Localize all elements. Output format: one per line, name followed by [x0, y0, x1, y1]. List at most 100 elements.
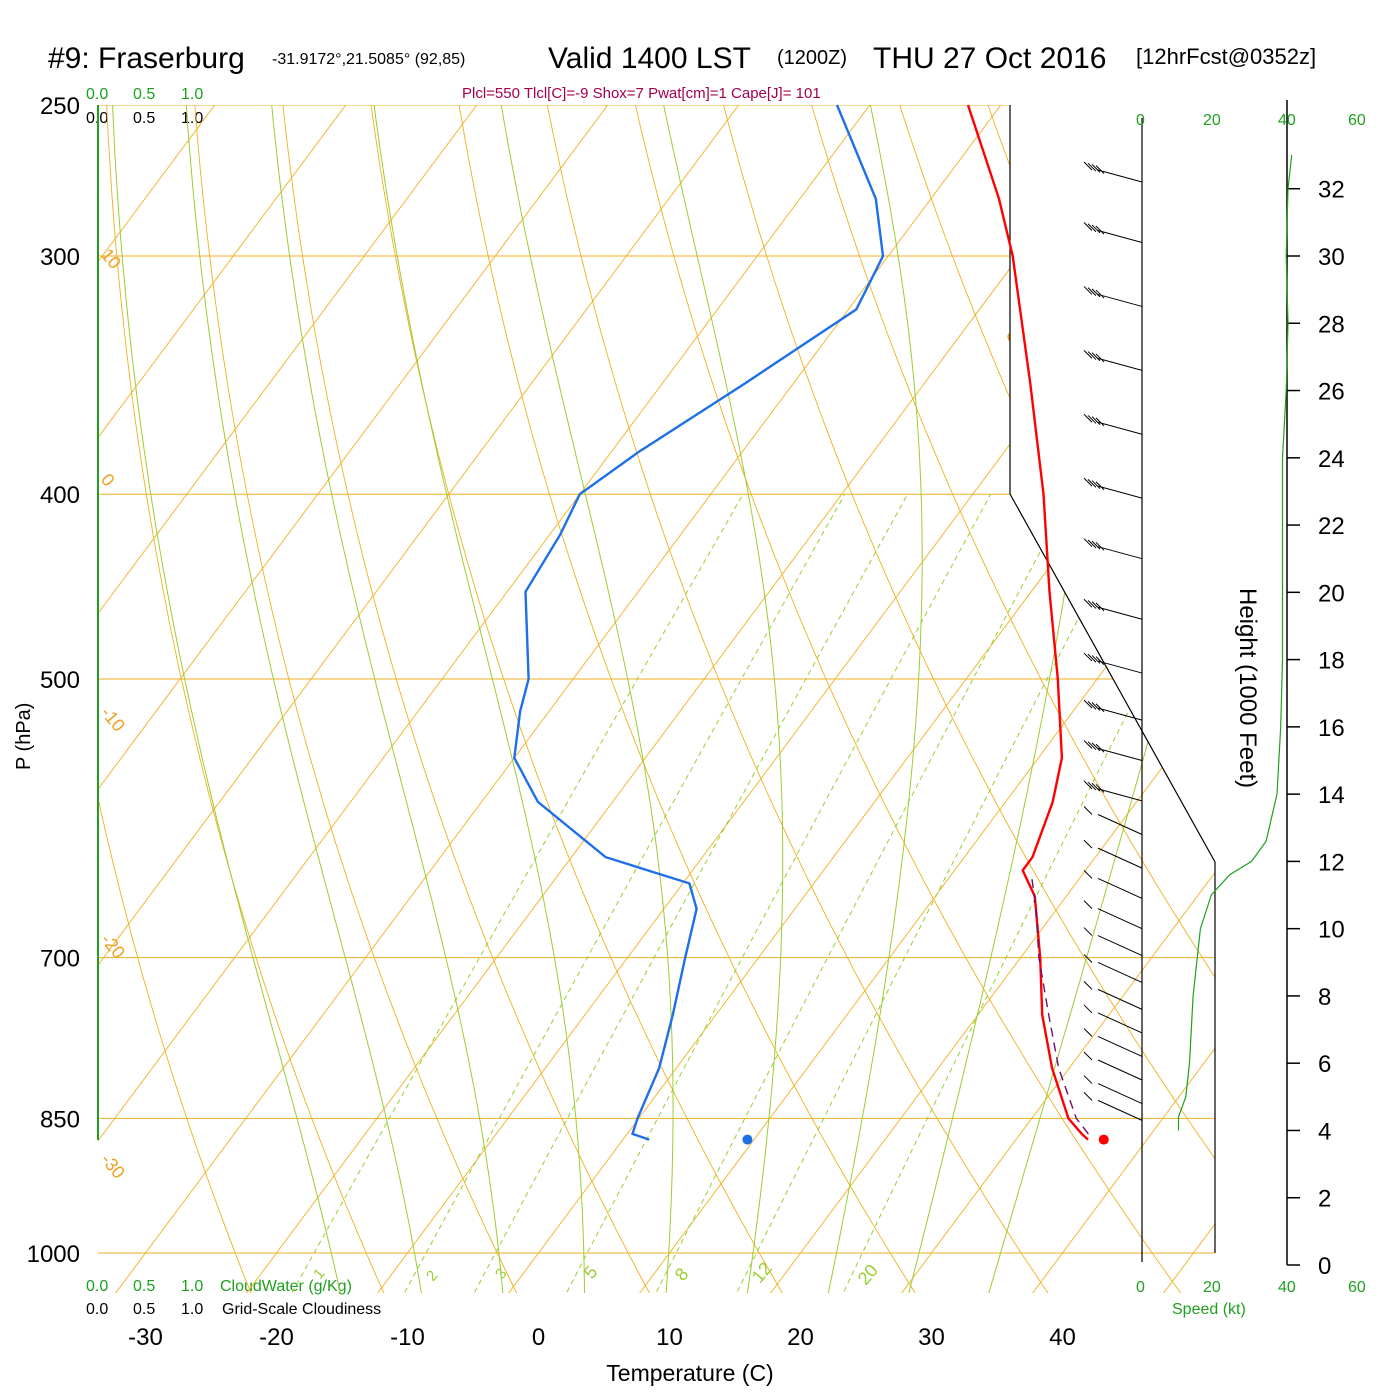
cloud-green-tick: 0.5	[133, 86, 155, 103]
cloud-scale-top: 0.0 0.5 1.0 0.0 0.5 1.0	[86, 86, 203, 127]
barb-staff	[1097, 847, 1143, 869]
pressure-tick-label: 1000	[27, 1241, 80, 1268]
dry-adiabat-line	[98, 105, 268, 1293]
barb-feather	[1087, 700, 1097, 710]
speed-tick: 60	[1348, 112, 1366, 129]
wind-barb	[1083, 839, 1143, 869]
speed-tick: 40	[1278, 112, 1296, 129]
barb-feather	[1083, 1028, 1093, 1037]
parcel-profile	[1030, 872, 1089, 1135]
cloud-black-tick: 0.5	[133, 110, 155, 127]
barb-staff	[1097, 814, 1143, 835]
barb-staff	[1097, 293, 1143, 307]
barb-staff	[1097, 546, 1143, 560]
height-tick-label: 16	[1318, 715, 1345, 742]
height-tick-label: 2	[1318, 1186, 1331, 1213]
barb-feather	[1091, 742, 1101, 752]
height-tick-label: 18	[1318, 648, 1345, 675]
barb-feather	[1095, 165, 1105, 174]
barb-feather	[1083, 699, 1093, 709]
barb-feather	[1083, 1092, 1093, 1101]
wind-barbs	[1083, 161, 1143, 1121]
barb-staff	[1097, 908, 1143, 930]
wind-barb	[1083, 477, 1143, 499]
barb-feather	[1091, 655, 1101, 664]
barb-feather	[1095, 417, 1105, 427]
pressure-axis-label: P (hPa)	[13, 703, 35, 770]
moist-adiabat-line	[495, 105, 674, 1293]
barb-feather	[1095, 353, 1105, 363]
wind-barb	[1083, 1004, 1143, 1034]
barb-feather	[1087, 162, 1097, 172]
barb-feather	[1095, 703, 1105, 713]
dry-adiabat-line	[104, 105, 403, 1293]
barb-staff	[1097, 1059, 1143, 1081]
barb-feather	[1083, 1051, 1093, 1061]
barb-feather	[1091, 540, 1101, 550]
wind-barb	[1083, 1092, 1143, 1121]
pressure-tick-label: 850	[40, 1106, 80, 1133]
speed-tick: 20	[1203, 1279, 1221, 1296]
pressure-tick-label: 500	[40, 667, 80, 694]
dry-adiabat-line	[366, 105, 806, 1293]
barb-staff	[1097, 230, 1143, 244]
barb-feather	[1083, 806, 1093, 815]
pressure-tick-label: 700	[40, 946, 80, 973]
wind-barb	[1083, 740, 1143, 761]
temperature-tick-label: -10	[390, 1324, 425, 1351]
cloud-green-tick: 0.5	[133, 1278, 155, 1295]
isotherm-line	[741, 105, 1215, 1293]
wind-speed-trace	[1177, 155, 1293, 1131]
cloud-green-tick: 1.0	[181, 1278, 203, 1295]
isotherm-line	[1003, 105, 1215, 1293]
temperature-axis: -30 -20 -10 0 10 20 30 40	[128, 1324, 1076, 1351]
barb-feather	[1087, 781, 1097, 791]
isotherm-label: 30	[1167, 757, 1205, 795]
barb-feather	[1095, 784, 1105, 793]
barb-staff	[1097, 485, 1143, 499]
wind-barb	[1083, 222, 1143, 244]
station-coords: -31.9172°,21.5085° (92,85)	[272, 51, 465, 68]
barb-feather	[1083, 740, 1093, 749]
temperature-tick-label: 20	[787, 1324, 814, 1351]
wind-barb	[1083, 1075, 1143, 1105]
dry-adiabat-line	[540, 105, 1076, 1293]
barb-staff	[1097, 877, 1143, 899]
plot-boundary	[1009, 105, 1216, 1253]
barb-feather	[1095, 225, 1105, 235]
isotherm-line	[610, 105, 1215, 1293]
height-tick-label: 0	[1318, 1253, 1331, 1280]
dewpoint-profile	[513, 104, 885, 1141]
barb-feather	[1087, 351, 1097, 360]
height-tick-label: 32	[1318, 177, 1345, 204]
barb-feather	[1083, 538, 1093, 548]
barb-staff	[1097, 357, 1143, 371]
cloudwater-label: CloudWater (g/Kg)	[220, 1278, 352, 1295]
height-tick-label: 14	[1318, 782, 1345, 809]
moist-adiabat-line	[268, 105, 507, 1293]
temperature-tick-label: 0	[532, 1324, 545, 1351]
forecast-date: THU 27 Oct 2016	[873, 42, 1106, 75]
barb-feather	[1087, 539, 1097, 549]
barb-feather	[1095, 289, 1105, 299]
barb-feather	[1087, 479, 1097, 488]
speed-tick: 0	[1136, 112, 1145, 129]
isotherm-label: 10	[1033, 507, 1071, 545]
dry-adiabat-line	[191, 105, 537, 1293]
cloud-green-tick: 0.0	[86, 1278, 108, 1295]
barb-feather	[1087, 415, 1097, 424]
barb-feather	[1083, 652, 1093, 662]
barb-feather	[1083, 349, 1093, 359]
isotherm-line	[98, 105, 634, 1293]
barb-feather	[1091, 164, 1101, 173]
profile-layer	[513, 104, 1109, 1145]
height-tick-label: 28	[1318, 311, 1345, 338]
isotherm-line	[98, 105, 503, 1293]
moist-adiabat-line	[819, 105, 923, 1293]
mixing-ratio-line	[717, 493, 1144, 1293]
mixing-ratio-label: 3	[492, 1265, 510, 1282]
speed-tick: 20	[1203, 112, 1221, 129]
speed-axis-top: 0 20 40 60	[1136, 112, 1366, 129]
